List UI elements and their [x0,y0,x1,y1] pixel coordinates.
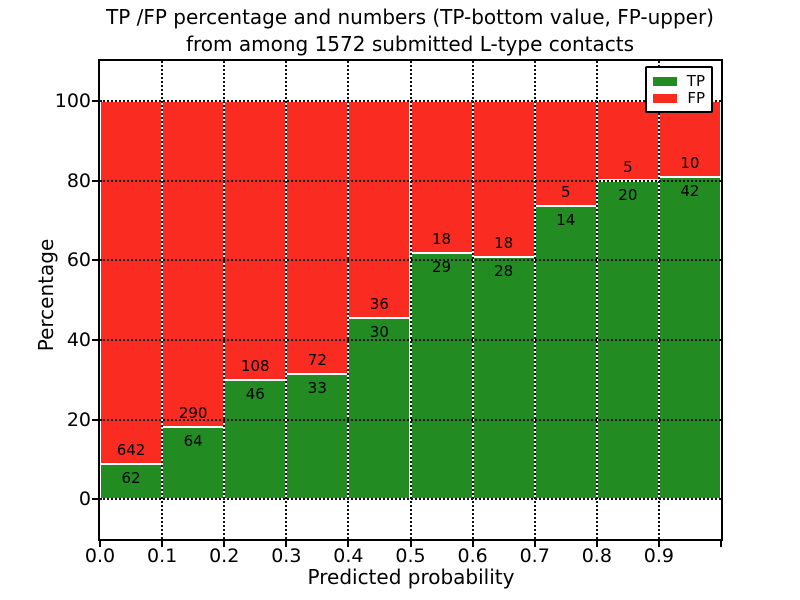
y-tick-label: 60 [66,249,91,272]
x-axis-tick [720,541,722,547]
bars-layer [100,61,721,539]
x-axis-tick [223,541,226,547]
x-tick-label: 0.0 [84,545,116,567]
y-axis-tick [92,179,98,182]
chart-title-line1: TP /FP percentage and numbers (TP-bottom… [106,5,714,29]
tp-bar-segment [348,318,411,500]
tp-count-label: 30 [369,323,389,342]
fp-count-label: 642 [116,441,146,460]
x-gridline [347,61,350,539]
y-tick-label: 0 [78,488,91,511]
x-axis-tick [347,541,350,547]
x-tick-label: 0.9 [643,545,674,567]
tp-count-label: 62 [121,469,141,488]
tp-count-label: 46 [245,385,265,404]
fp-count-label: 10 [680,154,700,173]
y-axis-tick [92,418,98,421]
tp-count-label: 29 [432,258,452,277]
fp-count-label: 72 [307,350,327,369]
x-tick-label: 0.8 [581,545,612,567]
x-tick-label: 0.4 [333,545,364,567]
x-gridline [409,61,412,539]
tp-count-label: 42 [680,182,700,201]
x-tick-label: 0.5 [395,545,426,567]
fp-bar-segment [100,100,163,465]
x-axis-tick [409,541,412,547]
y-axis-tick [92,498,98,501]
chart-title: TP /FP percentage and numbers (TP-bottom… [10,4,800,58]
tp-count-label: 64 [183,432,203,451]
y-tick-label: 100 [54,89,91,112]
x-gridline [223,61,226,539]
fp-count-label: 290 [178,404,208,423]
fp-bar-segment [658,100,721,178]
fp-count-label: 108 [240,357,270,376]
fp-count-label: 18 [432,230,452,249]
fp-color-swatch [653,93,678,103]
x-axis-tick [595,541,598,547]
plot-area: 642 62 290 64 108 46 72 33 36 30 18 29 18 28 5 14 5 20 10 4… [98,59,723,541]
tp-count-label: 20 [618,185,638,204]
y-axis-tick [92,259,98,262]
x-axis-tick [533,541,536,547]
chart-title-line2: from among 1572 submitted L-type contact… [185,32,635,56]
tp-bar-segment [410,253,473,500]
fp-count-label: 18 [494,233,514,252]
x-gridline [533,61,536,539]
fp-count-label: 5 [623,157,633,176]
x-axis-tick [657,541,660,547]
x-tick-label: 0.6 [457,545,488,567]
x-gridline [471,61,474,539]
x-axis-tick [99,541,101,547]
x-axis-tick [161,541,164,547]
legend-item-fp: FP [653,90,705,106]
tp-bar-segment [224,380,287,500]
x-axis-label: Predicted probability [307,565,515,589]
fp-legend-label: FP [687,89,705,107]
tp-count-label: 14 [556,210,576,229]
x-tick-label: 0.2 [209,545,240,567]
fp-count-label: 36 [369,295,389,314]
x-gridline [595,61,598,539]
x-tick-label: 0.7 [519,545,550,567]
y-tick-label: 20 [66,408,91,431]
bar-labels-layer: 642 62 290 64 108 46 72 33 36 30 18 29 18 28 5 14 5 20 10 4… [100,61,721,539]
y-tick-label: 80 [66,169,91,192]
tp-count-label: 33 [307,378,327,397]
x-tick-label: 0.1 [146,545,178,567]
tp-legend-label: TP [686,72,705,90]
legend: TP FP [645,66,713,113]
tp-bar-segment [286,373,349,500]
tp-bar-segment [534,205,597,500]
tp-bar-segment [658,177,721,500]
x-axis-tick [285,541,288,547]
tp-bar-segment [100,464,163,500]
gridlines-layer [100,61,721,539]
x-axis-tick [471,541,474,547]
y-tick-label: 40 [66,328,91,351]
tp-color-swatch [653,76,677,86]
legend-item-tp: TP [653,73,705,89]
fp-count-label: 5 [560,182,571,201]
y-axis-tick [92,338,98,341]
x-gridline [161,61,164,539]
x-tick-label: 0.3 [271,545,302,567]
x-gridline [657,61,660,539]
x-gridline [285,61,288,539]
tp-count-label: 28 [494,261,514,280]
y-axis-tick [92,99,98,102]
